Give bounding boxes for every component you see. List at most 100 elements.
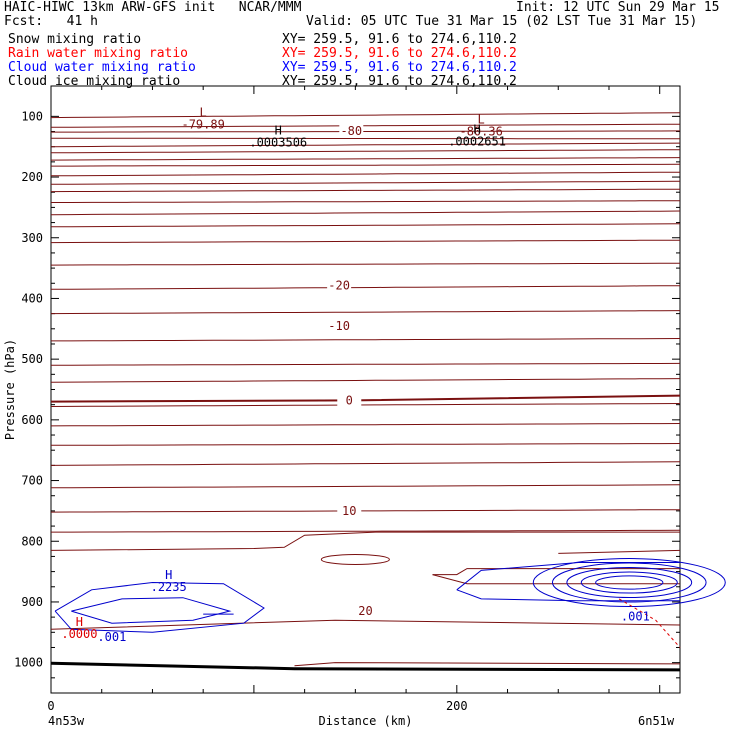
isotherm-label: -10	[328, 319, 350, 333]
cloud-contour-label: .001	[97, 630, 126, 644]
isotherm-label-bg	[327, 318, 352, 332]
isotherm-label-bg	[353, 604, 378, 618]
y-tick-label: 900	[21, 595, 43, 609]
y-tick-label: 700	[21, 474, 43, 488]
cloud-water-contour	[456, 562, 680, 591]
field-name-cloud-ice: Cloud ice mixing ratio	[8, 74, 181, 89]
init-time: Init: 12 UTC Sun 29 Mar 15	[516, 0, 720, 15]
y-tick-label: 800	[21, 534, 43, 548]
extremum-value: .0003506	[249, 136, 307, 150]
isotherm-line	[51, 338, 681, 342]
cloud-water-contour	[595, 575, 664, 590]
isotherm-line	[50, 509, 681, 513]
y-tick-label: 300	[21, 231, 43, 245]
cloud-water-contour	[54, 581, 265, 633]
extremum-marker: H	[473, 122, 480, 136]
isotherm-line	[50, 142, 681, 148]
y-axis-label: Pressure (hPa)	[3, 339, 17, 440]
isotherm-line	[50, 403, 681, 407]
isotherm-label-bg	[327, 278, 352, 292]
cloud-water-contour	[580, 571, 678, 594]
extremum-value: -79.89	[181, 117, 224, 131]
cloud-water-contour	[456, 589, 680, 602]
isotherm-line	[50, 112, 681, 119]
isotherm-line	[50, 531, 680, 551]
x-axis-label: Distance (km)	[319, 714, 413, 728]
cloud-water-contour	[71, 597, 232, 624]
isotherm-line	[50, 157, 681, 161]
isotherm-label: 10	[342, 504, 356, 518]
x-corner-right: 6n51w	[638, 714, 675, 728]
extremum-marker: L	[200, 105, 207, 119]
extremum-marker: H	[165, 568, 172, 582]
isotherm-line	[50, 619, 681, 630]
extremum-value: .0000	[61, 627, 97, 641]
isotherm-label-bg	[337, 503, 362, 517]
field-xy-cloud-water: XY= 259.5, 91.6 to 274.6,110.2	[282, 60, 517, 75]
isotherm-line	[51, 443, 681, 446]
cloud-water-contour	[551, 562, 707, 603]
y-tick-label: 200	[21, 170, 43, 184]
isotherm-label: 20	[358, 604, 372, 618]
ground-surface-line	[50, 661, 681, 672]
isotherm-label: 0	[346, 393, 353, 407]
isotherm-line	[558, 549, 681, 554]
y-tick-label: 500	[21, 352, 43, 366]
isotherm-line	[51, 130, 681, 133]
x-corner-left: 4n53w	[48, 714, 85, 728]
isotherm-line	[50, 484, 681, 489]
y-tick-label: 100	[21, 109, 43, 123]
cloud-contour-label: .001	[621, 610, 650, 624]
field-xy-cloud-ice: XY= 259.5, 91.6 to 274.6,110.2	[282, 74, 517, 89]
isotherm-line	[50, 461, 681, 466]
isotherm-line	[50, 149, 681, 154]
isotherm-line	[51, 362, 681, 366]
plot-title: HAIC-HIWC 13km ARW-GFS init NCAR/MMM	[4, 0, 302, 15]
y-tick-label: 1000	[14, 656, 43, 670]
isotherm-line	[51, 137, 680, 140]
isotherm-line	[50, 262, 681, 266]
isotherm-label: -80	[340, 124, 362, 138]
isotherm-line	[50, 123, 681, 128]
field-name-snow: Snow mixing ratio	[8, 32, 142, 47]
isotherm-line	[294, 662, 681, 667]
isotherm-line	[50, 171, 681, 177]
isotherm-line	[432, 574, 680, 585]
rain-water-contour	[618, 598, 681, 648]
isotherm-line	[50, 423, 681, 427]
extremum-marker: L	[478, 113, 485, 127]
isotherm-line	[50, 180, 681, 185]
y-tick-label: 400	[21, 291, 43, 305]
isotherm-line	[50, 223, 681, 228]
isotherm-line	[432, 568, 680, 576]
field-name-rain: Rain water mixing ratio	[8, 46, 189, 61]
isotherm-line	[50, 378, 681, 383]
forecast-hour: Fcst: 41 h	[4, 14, 98, 29]
extremum-value: -80.36	[459, 125, 502, 139]
x-tick-label: 0	[47, 699, 54, 713]
isotherm-closed-contour	[320, 553, 390, 565]
plot-frame	[50, 85, 681, 694]
x-tick-label: 200	[446, 699, 468, 713]
isotherm-line	[50, 310, 681, 315]
cloud-water-contour	[532, 558, 726, 608]
extremum-value: .2235	[151, 580, 187, 594]
isotherm-line	[50, 188, 681, 193]
extremum-marker: H	[275, 124, 282, 138]
isotherm-line	[51, 200, 681, 203]
isotherm-line	[51, 163, 681, 167]
isotherm-line	[50, 239, 681, 244]
isotherm-line	[51, 529, 681, 533]
field-xy-rain: XY= 259.5, 91.6 to 274.6,110.2	[282, 46, 517, 61]
isotherm-line	[50, 210, 681, 216]
field-xy-snow: XY= 259.5, 91.6 to 274.6,110.2	[282, 32, 517, 47]
isotherm-zero-line	[50, 394, 681, 403]
isotherm-label-bg	[337, 393, 362, 407]
valid-time: Valid: 05 UTC Tue 31 Mar 15 (02 LST Tue …	[306, 14, 698, 29]
isotherm-label: -20	[328, 279, 350, 293]
cloud-water-contour	[566, 567, 693, 599]
y-tick-label: 600	[21, 413, 43, 427]
isotherm-line	[50, 285, 681, 290]
isotherm-label-bg	[339, 123, 364, 137]
extremum-marker: H	[76, 615, 83, 629]
